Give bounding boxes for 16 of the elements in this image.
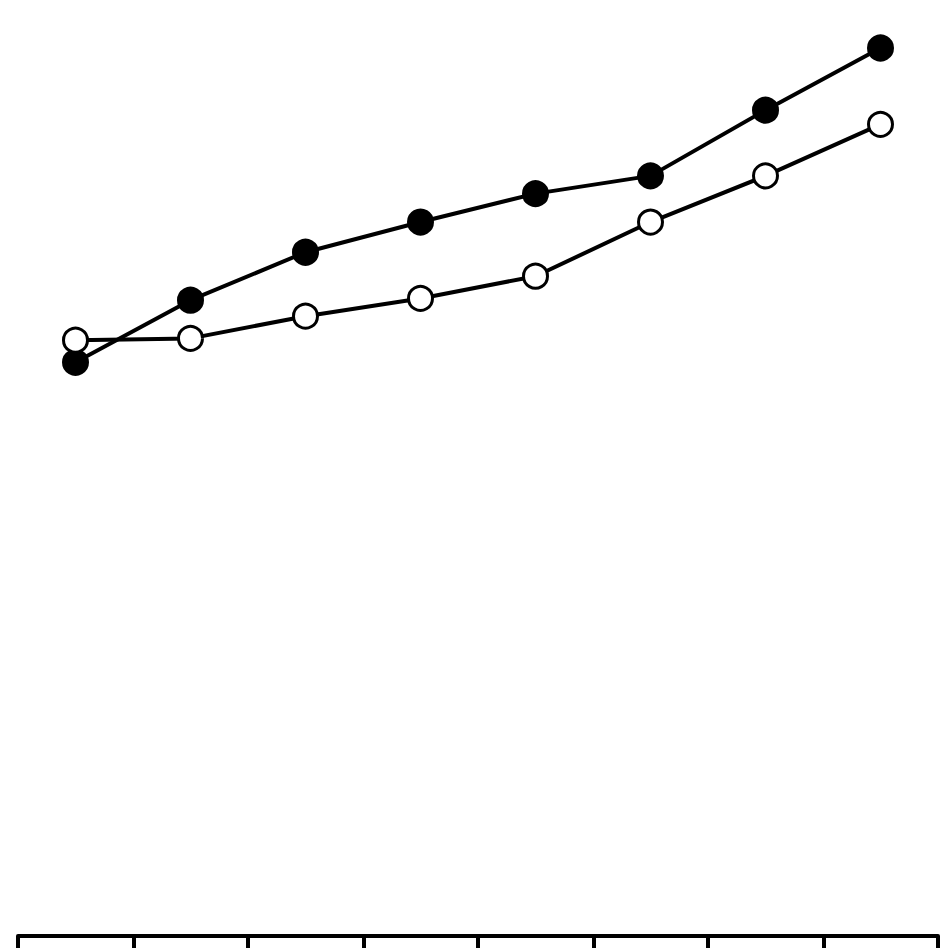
point xyxy=(752,96,779,124)
point xyxy=(522,262,549,290)
point xyxy=(522,180,549,208)
point xyxy=(407,208,434,236)
point xyxy=(867,34,894,62)
point xyxy=(292,238,319,266)
point xyxy=(177,286,204,314)
point xyxy=(407,284,434,312)
point xyxy=(62,348,89,376)
point xyxy=(752,162,779,190)
point xyxy=(62,326,89,354)
point xyxy=(637,162,664,190)
point xyxy=(177,324,204,352)
point xyxy=(292,302,319,330)
point xyxy=(637,208,664,236)
point xyxy=(867,110,894,138)
